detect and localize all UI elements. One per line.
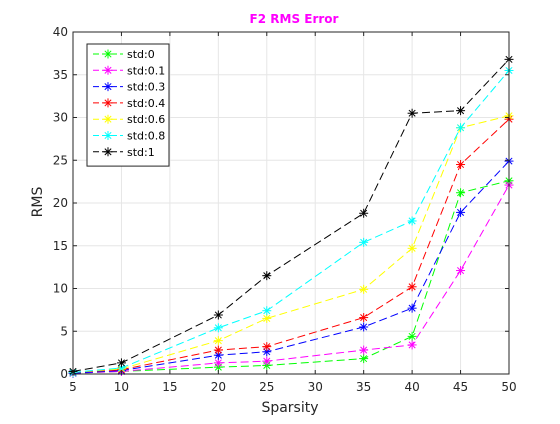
data-point <box>359 313 369 323</box>
legend-label: std:0 <box>127 48 155 61</box>
legend-label: std:0.4 <box>127 97 165 110</box>
data-point <box>103 131 113 140</box>
y-tick-label: 5 <box>60 324 68 338</box>
data-point <box>262 342 272 352</box>
data-point <box>103 147 113 157</box>
data-point <box>213 310 223 320</box>
series-std-0-6 <box>68 111 514 377</box>
data-point <box>456 266 466 276</box>
data-point <box>456 188 466 198</box>
data-point <box>262 306 272 316</box>
data-point <box>456 123 466 133</box>
y-tick-label: 10 <box>53 282 68 296</box>
series-line <box>72 180 510 374</box>
y-tick-label: 30 <box>53 111 68 125</box>
data-point <box>456 160 466 170</box>
data-point <box>116 358 126 368</box>
data-point <box>213 345 223 355</box>
series-line <box>72 160 510 374</box>
y-tick-label: 15 <box>53 239 68 253</box>
data-point <box>103 98 113 108</box>
legend-label: std:0.3 <box>127 81 165 94</box>
legend-item: std:0.3 <box>93 81 165 94</box>
y-tick-label: 0 <box>60 367 68 381</box>
legend-item: std:0.8 <box>93 130 165 143</box>
x-tick-label: 30 <box>308 380 323 394</box>
data-point <box>456 207 466 217</box>
series-line <box>72 70 510 373</box>
x-axis-label: Sparsity <box>261 400 318 416</box>
data-point <box>359 284 369 294</box>
legend-item: std:0.6 <box>93 113 165 126</box>
data-point <box>456 106 466 116</box>
x-tick-label: 20 <box>211 380 226 394</box>
x-tick-label: 5 <box>69 380 77 394</box>
data-point <box>407 243 417 253</box>
data-point <box>407 303 417 313</box>
data-point <box>262 356 272 366</box>
y-tick-label: 25 <box>53 153 68 167</box>
data-point <box>359 322 369 332</box>
x-tick-label: 10 <box>114 380 129 394</box>
legend-item: std:0.1 <box>93 64 165 77</box>
data-point <box>359 237 369 247</box>
x-tick-label: 45 <box>453 380 468 394</box>
data-point <box>407 282 417 292</box>
x-tick-label: 15 <box>162 380 177 394</box>
data-point <box>407 331 417 341</box>
series-line <box>72 118 510 373</box>
x-tick-label: 25 <box>259 380 274 394</box>
series-layer <box>68 54 514 378</box>
x-tick-label: 35 <box>356 380 371 394</box>
data-point <box>407 216 417 226</box>
series-line <box>72 184 510 374</box>
legend-box <box>86 43 170 167</box>
data-point <box>103 114 113 124</box>
data-point <box>359 354 369 364</box>
data-point <box>407 340 417 350</box>
data-point <box>103 82 113 92</box>
series-line <box>72 115 510 373</box>
series-line <box>72 59 510 372</box>
legend-label: std:1 <box>127 146 155 159</box>
data-point <box>359 208 369 218</box>
data-point <box>262 271 272 281</box>
legend-item: std:1 <box>93 146 155 159</box>
data-point <box>103 49 113 59</box>
data-point <box>213 358 223 368</box>
legend: std:0 std:0.1 std:0.3 std:0.4 std:0.6 std:0.8… <box>86 43 170 167</box>
legend-label: std:0.6 <box>127 113 165 126</box>
x-tick-label: 40 <box>404 380 419 394</box>
legend-label: std:0.8 <box>127 130 165 143</box>
chart-title: F2 RMS Error <box>250 12 339 26</box>
data-point <box>103 65 113 75</box>
y-tick-label: 20 <box>53 196 68 210</box>
data-point <box>359 345 369 355</box>
y-tick-label: 40 <box>53 25 68 39</box>
legend-label: std:0.1 <box>127 64 165 77</box>
data-point <box>407 108 417 118</box>
data-point <box>262 313 272 323</box>
x-tick-label: 50 <box>501 380 516 394</box>
y-tick-label: 35 <box>53 68 68 82</box>
y-axis-label: RMS <box>30 187 46 218</box>
data-point <box>213 323 223 333</box>
legend-item: std:0 <box>93 48 155 61</box>
legend-item: std:0.4 <box>93 97 165 110</box>
data-point <box>213 336 223 346</box>
